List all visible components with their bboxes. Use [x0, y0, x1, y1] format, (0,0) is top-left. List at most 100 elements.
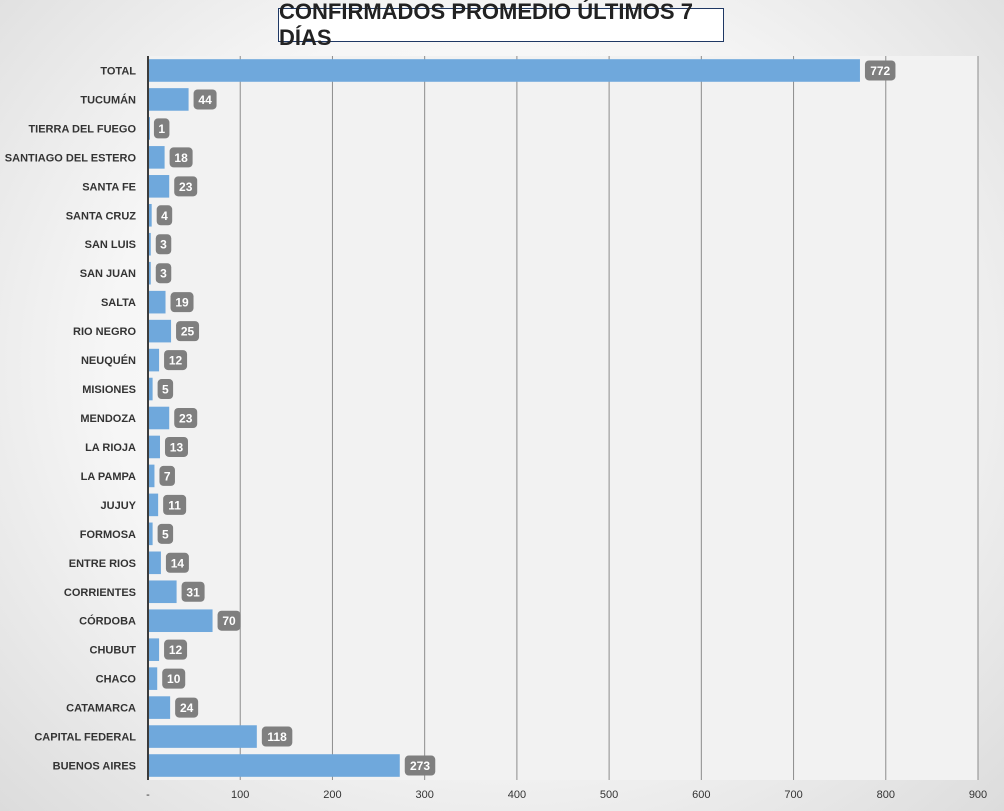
- bar: [149, 377, 153, 401]
- data-label-box: [159, 465, 175, 486]
- data-label: 14: [171, 556, 185, 570]
- bar: [149, 319, 172, 343]
- data-label-box: [164, 639, 188, 660]
- x-tick-label: 400: [508, 789, 526, 801]
- category-label: MISIONES: [82, 384, 136, 396]
- category-label: SAN JUAN: [80, 268, 136, 280]
- data-label: 23: [179, 412, 193, 426]
- data-label-box: [174, 176, 198, 197]
- category-label: LA PAMPA: [81, 471, 136, 483]
- data-label-box: [162, 668, 186, 689]
- x-tick-label: -: [146, 789, 150, 801]
- data-label: 70: [222, 614, 236, 628]
- data-label: 5: [162, 383, 169, 397]
- data-label-box: [164, 436, 188, 457]
- x-tick-label: 600: [692, 789, 710, 801]
- data-label-box: [155, 234, 172, 255]
- data-label-box: [176, 321, 200, 342]
- bar: [149, 522, 153, 546]
- data-label-box: [175, 697, 199, 718]
- bar: [149, 464, 155, 488]
- data-label-box: [155, 263, 172, 284]
- data-label-box: [169, 147, 193, 168]
- data-label-box: [164, 350, 188, 371]
- data-label: 3: [160, 267, 167, 281]
- data-label: 10: [167, 672, 181, 686]
- data-label-box: [261, 726, 293, 747]
- category-label: TOTAL: [100, 65, 136, 77]
- category-label: NEUQUÉN: [81, 354, 136, 367]
- bar: [149, 88, 189, 111]
- data-label-box: [165, 552, 189, 573]
- category-label: CORRIENTES: [64, 587, 136, 599]
- bar: [149, 261, 151, 285]
- data-label-box: [157, 379, 174, 400]
- bar: [149, 59, 860, 82]
- data-label: 44: [198, 93, 212, 107]
- category-label: ENTRE RIOS: [69, 558, 136, 570]
- data-label: 11: [168, 498, 181, 512]
- x-tick-label: 500: [600, 789, 618, 801]
- data-label: 5: [162, 527, 169, 541]
- category-label: LA RIOJA: [85, 442, 136, 454]
- data-label-box: [193, 89, 217, 110]
- bar: [149, 551, 161, 575]
- category-label: RIO NEGRO: [73, 326, 136, 338]
- category-label: CHACO: [96, 674, 137, 686]
- bar: [149, 638, 160, 661]
- bar: [149, 290, 166, 314]
- data-label: 772: [870, 64, 890, 78]
- category-label: MENDOZA: [80, 413, 136, 425]
- data-label-box: [174, 408, 198, 428]
- data-label: 4: [161, 209, 168, 223]
- data-label-box: [156, 205, 173, 226]
- bar: [149, 232, 151, 256]
- data-label-box: [153, 118, 170, 139]
- x-tick-label: 300: [415, 789, 433, 801]
- bar: [149, 493, 159, 517]
- category-label: BUENOS AIRES: [53, 761, 136, 773]
- category-label: JUJUY: [101, 500, 137, 512]
- bar: [149, 117, 150, 140]
- data-label-box: [163, 494, 187, 515]
- bar: [149, 667, 158, 690]
- bar: [149, 348, 160, 372]
- category-label: SANTA FE: [82, 181, 136, 193]
- x-tick-label: 100: [231, 789, 249, 801]
- x-tick-label: 200: [323, 789, 341, 801]
- category-label: CHUBUT: [90, 645, 137, 657]
- bar: [149, 203, 152, 227]
- bar: [149, 725, 257, 748]
- bar: [149, 175, 170, 198]
- data-label: 12: [169, 354, 183, 368]
- data-label-box: [157, 523, 174, 544]
- data-label: 23: [179, 180, 193, 194]
- x-tick-label: 900: [969, 789, 987, 801]
- data-label-box: [170, 292, 194, 313]
- category-label: SANTA CRUZ: [66, 210, 137, 222]
- data-label: 24: [180, 701, 194, 715]
- category-label: CÓRDOBA: [79, 615, 136, 628]
- bar: [149, 435, 160, 459]
- bar: [149, 609, 213, 633]
- data-label: 1: [158, 122, 165, 136]
- bar: [149, 696, 171, 719]
- bar: [149, 146, 165, 169]
- data-label-box: [404, 755, 436, 776]
- data-label-box: [217, 610, 241, 631]
- data-label: 31: [186, 585, 200, 599]
- data-label-box: [864, 60, 896, 81]
- data-label: 13: [170, 440, 184, 454]
- data-label: 18: [174, 151, 188, 165]
- category-label: CAPITAL FEDERAL: [34, 732, 136, 744]
- data-label: 118: [267, 730, 287, 744]
- category-label: CATAMARCA: [66, 703, 136, 715]
- data-label: 25: [181, 325, 195, 339]
- bar: [149, 580, 177, 604]
- data-label: 12: [169, 643, 183, 657]
- data-label: 7: [164, 469, 171, 483]
- plot-area: [148, 56, 978, 780]
- category-label: FORMOSA: [80, 529, 136, 541]
